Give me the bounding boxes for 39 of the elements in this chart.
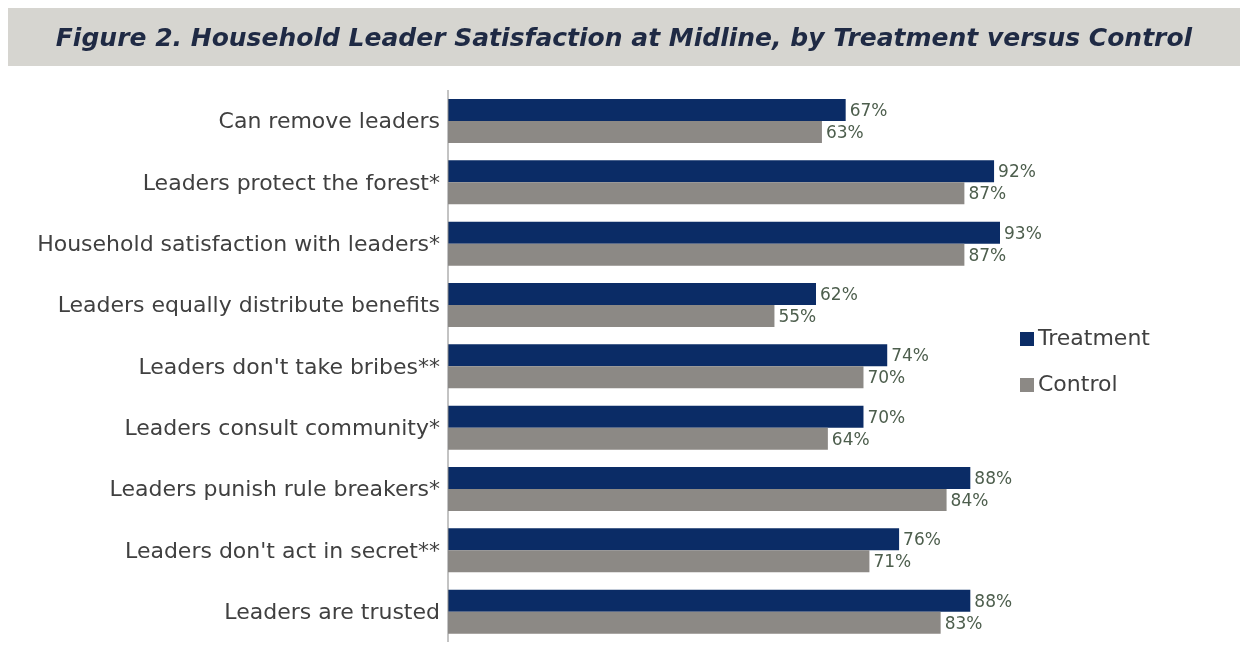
- y-tick-label: Leaders punish rule breakers*: [109, 476, 440, 502]
- data-label: 87%: [968, 244, 1007, 265]
- data-label: 62%: [820, 284, 858, 305]
- bar: [448, 405, 864, 428]
- bar: [448, 467, 971, 489]
- data-label: 88%: [974, 590, 1013, 611]
- bar: [448, 221, 1000, 244]
- y-tick-label: Leaders don't act in secret**: [125, 537, 440, 563]
- data-label: 93%: [1004, 222, 1042, 243]
- bar: [448, 160, 995, 183]
- data-label: 87%: [968, 183, 1007, 204]
- bar: [448, 283, 816, 305]
- bar: [448, 589, 971, 612]
- y-tick-label: Leaders are trusted: [224, 599, 440, 625]
- data-label: 70%: [867, 367, 906, 388]
- data-label: 70%: [867, 406, 906, 427]
- y-tick-label: Leaders consult community*: [124, 415, 440, 441]
- data-label: 76%: [903, 529, 941, 550]
- data-label: 67%: [849, 100, 888, 121]
- legend-label: Treatment: [1038, 325, 1150, 350]
- data-label: 84%: [950, 490, 989, 511]
- data-label: 88%: [974, 468, 1013, 489]
- bar: [448, 528, 900, 551]
- legend-label: Control: [1038, 371, 1118, 396]
- data-label: 83%: [944, 612, 983, 633]
- data-label: 71%: [873, 551, 912, 572]
- bar: [448, 99, 846, 121]
- y-tick-label: Leaders protect the forest*: [142, 169, 440, 195]
- bar: [448, 344, 888, 367]
- y-tick-label: Can remove leaders: [218, 108, 440, 134]
- y-tick-label: Leaders equally distribute benefits: [57, 292, 440, 318]
- y-tick-label: Household satisfaction with leaders*: [37, 231, 440, 257]
- y-tick-label: Leaders don't take bribes**: [138, 353, 440, 379]
- data-label: 92%: [998, 161, 1036, 182]
- chart-title: Figure 2. Household Leader Satisfaction at Midline, by Treatment versus Control: [8, 8, 1240, 66]
- data-label: 74%: [891, 345, 930, 366]
- data-label: 55%: [778, 306, 817, 327]
- data-label: 63%: [825, 122, 864, 143]
- data-label: 64%: [831, 428, 870, 449]
